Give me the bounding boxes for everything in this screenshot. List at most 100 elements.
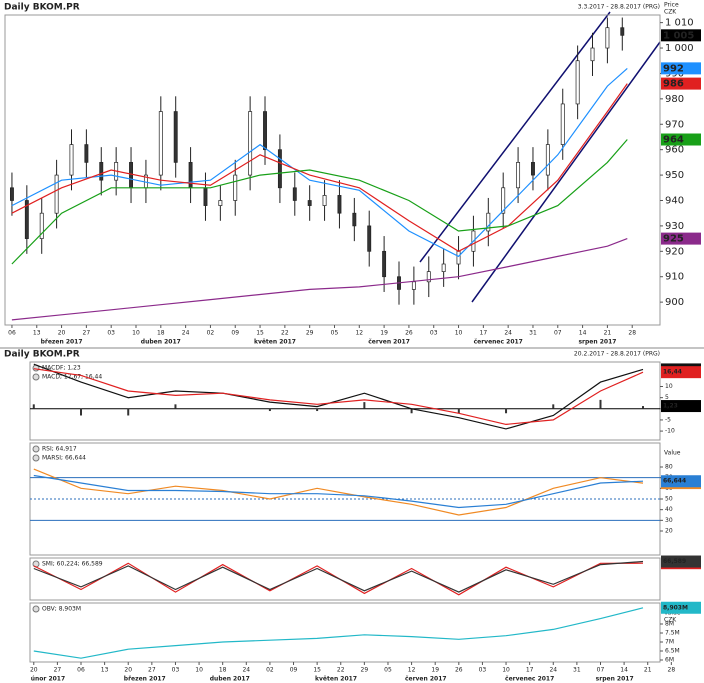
- y-axis-label: Price: [664, 2, 679, 9]
- legend-entry: SMI; 60,224; 66,589: [42, 561, 103, 568]
- x-tick-label: 24: [549, 667, 557, 674]
- y-tick-label: 8M: [665, 621, 674, 628]
- candle-body: [456, 250, 461, 265]
- indicator-line: [33, 468, 644, 516]
- value-box-label: 8,903M: [663, 604, 688, 611]
- histogram-bar: [32, 404, 35, 409]
- y-axis-label: CZK: [664, 9, 677, 16]
- x-tick-label: 05: [384, 667, 392, 674]
- candle-body: [307, 200, 312, 206]
- panel-frame: [29, 361, 661, 441]
- y-tick-label: 1 000: [665, 43, 694, 54]
- x-tick-label: 03: [107, 330, 115, 337]
- y-tick-label: 10: [665, 383, 673, 390]
- x-tick-label: 15: [256, 330, 264, 337]
- x-tick-label: 03: [430, 330, 438, 337]
- histogram-bar: [127, 408, 130, 416]
- value-box-label: 964: [663, 135, 684, 146]
- histogram-bar: [457, 408, 460, 414]
- x-tick-label: 06: [77, 667, 85, 674]
- candle-body: [501, 187, 506, 214]
- value-box: [661, 77, 701, 90]
- y-tick-label: 980: [665, 94, 684, 105]
- value-box: [661, 555, 701, 568]
- candle-body: [531, 162, 535, 176]
- value-box-label: 1 005: [663, 30, 694, 41]
- chart-title: Daily BKOM.PR: [4, 3, 80, 13]
- value-box-label: 992: [663, 63, 684, 74]
- candle-body: [203, 187, 208, 206]
- histogram-bar: [363, 402, 366, 409]
- y-tick-label: 40: [665, 506, 673, 513]
- value-box: [661, 366, 701, 379]
- candle-body: [263, 111, 267, 151]
- histogram-bar: [80, 408, 83, 416]
- candle-body: [9, 187, 14, 201]
- month-label: duben 2017: [210, 676, 250, 683]
- month-label: červenec 2017: [505, 676, 554, 683]
- y-tick-label: 20: [665, 528, 673, 535]
- histogram-bar: [410, 408, 413, 414]
- channel-upper: [419, 11, 611, 263]
- x-tick-label: 10: [195, 667, 203, 674]
- candle-body: [426, 271, 431, 283]
- month-label: březen 2017: [41, 339, 83, 346]
- y-tick-label: -10: [665, 428, 675, 435]
- candle-body: [54, 174, 59, 214]
- x-tick-label: 26: [405, 330, 413, 337]
- x-tick-label: 10: [132, 330, 140, 337]
- x-tick-label: 22: [337, 667, 345, 674]
- value-box: [661, 400, 701, 413]
- x-tick-label: 15: [313, 667, 321, 674]
- candle-body: [590, 47, 595, 62]
- x-tick-label: 13: [101, 667, 109, 674]
- month-label: srpen 2017: [596, 676, 634, 683]
- x-tick-label: 02: [266, 667, 274, 674]
- x-tick-label: 05: [331, 330, 339, 337]
- y-tick-label: 80: [665, 464, 673, 471]
- value-box: [661, 601, 701, 614]
- y-tick-label: 1 010: [665, 18, 694, 29]
- y-tick-label: -5: [665, 416, 671, 423]
- x-tick-label: 17: [526, 667, 534, 674]
- moving-average: [11, 67, 628, 258]
- x-tick-label: 27: [54, 667, 62, 674]
- x-tick-label: 27: [83, 330, 91, 337]
- y-tick-label: 50: [665, 496, 673, 503]
- month-label: duben 2017: [141, 339, 181, 346]
- y-tick-label: 6M: [665, 657, 674, 664]
- moving-average: [11, 139, 628, 265]
- x-tick-label: 10: [502, 667, 510, 674]
- y-tick-label: 960: [665, 145, 684, 156]
- candle-body: [367, 225, 372, 252]
- x-tick-label: 21: [604, 330, 612, 337]
- candle-body: [292, 187, 297, 201]
- y-tick-label: 950: [665, 170, 684, 181]
- x-tick-label: 24: [242, 667, 250, 674]
- x-tick-label: 22: [281, 330, 289, 337]
- x-tick-label: 28: [628, 330, 636, 337]
- y-tick-label: 7M: [665, 639, 674, 646]
- histogram-bar: [552, 404, 555, 409]
- x-tick-label: 17: [480, 330, 488, 337]
- legend-icon: [32, 373, 40, 381]
- candle-body: [441, 263, 446, 272]
- indicator-line: [33, 607, 644, 659]
- y-axis-label: Value: [664, 450, 681, 457]
- candle-body: [218, 200, 223, 206]
- legend-icon: [32, 605, 40, 613]
- y-tick-label: 900: [665, 297, 684, 308]
- x-tick-label: 09: [231, 330, 239, 337]
- chart-subtitle: 3.3.2017 - 28.8.2017 (PRG): [578, 4, 660, 11]
- month-label: únor 2017: [31, 676, 65, 683]
- histogram-bar: [268, 408, 271, 412]
- histogram-bar: [505, 408, 508, 414]
- candle-body: [605, 27, 610, 49]
- value-box: [661, 62, 701, 75]
- month-label: červen 2017: [368, 339, 410, 346]
- candle-body: [560, 103, 565, 145]
- x-tick-label: 29: [306, 330, 314, 337]
- candle-body: [337, 195, 342, 214]
- legend-entry: RSI; 64,917: [42, 446, 77, 453]
- y-tick-label: 920: [665, 246, 684, 257]
